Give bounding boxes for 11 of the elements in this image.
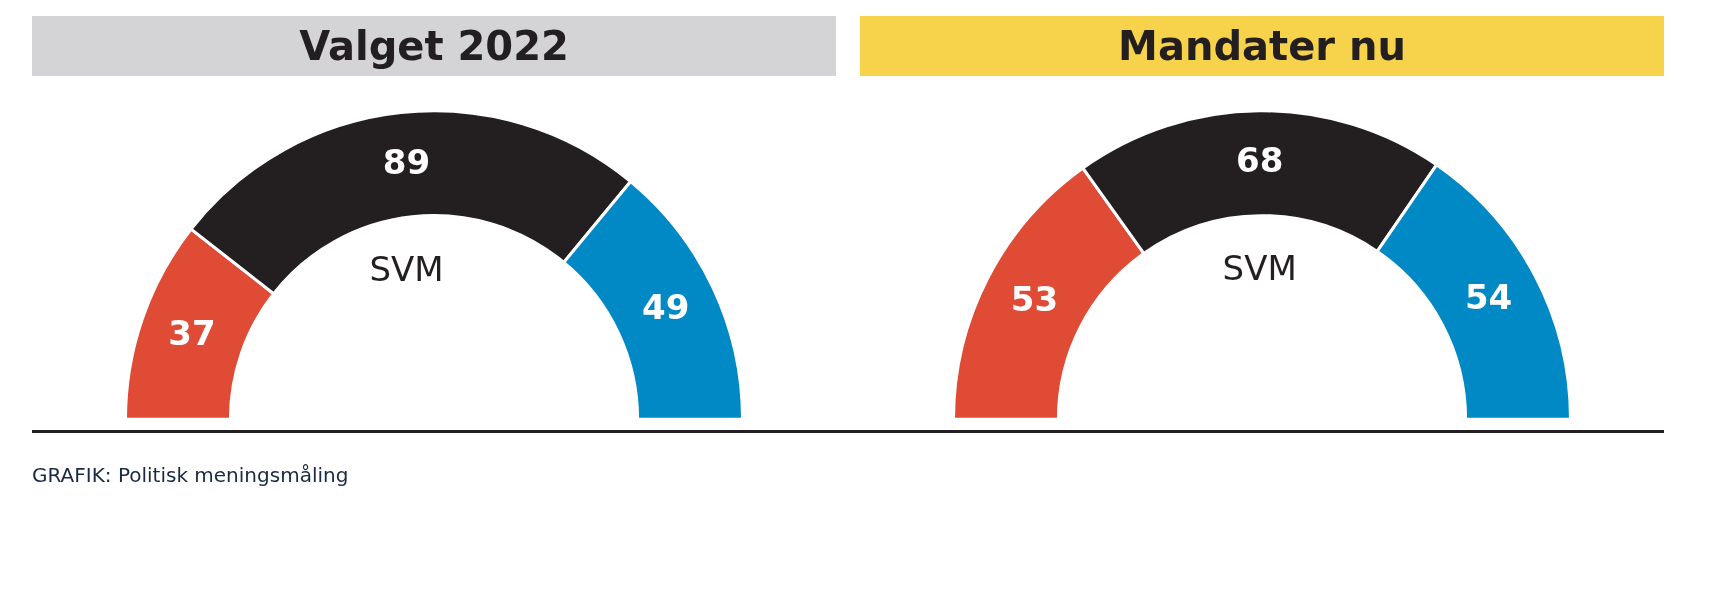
data-label: 68	[1236, 140, 1284, 181]
text: GRAFIK: Politisk meningsmåling	[32, 463, 350, 487]
slice-label: SVM	[369, 249, 444, 290]
data-label: 37	[168, 312, 216, 353]
chart-title: Valget 2022	[32, 16, 836, 76]
data-label: 54	[1464, 276, 1513, 317]
data-label: 53	[1010, 278, 1059, 319]
data-label: 49	[642, 287, 690, 328]
chart-title: Mandater nu	[860, 16, 1664, 76]
slice-label: SVM	[1222, 247, 1297, 288]
data-label: 89	[382, 141, 431, 182]
